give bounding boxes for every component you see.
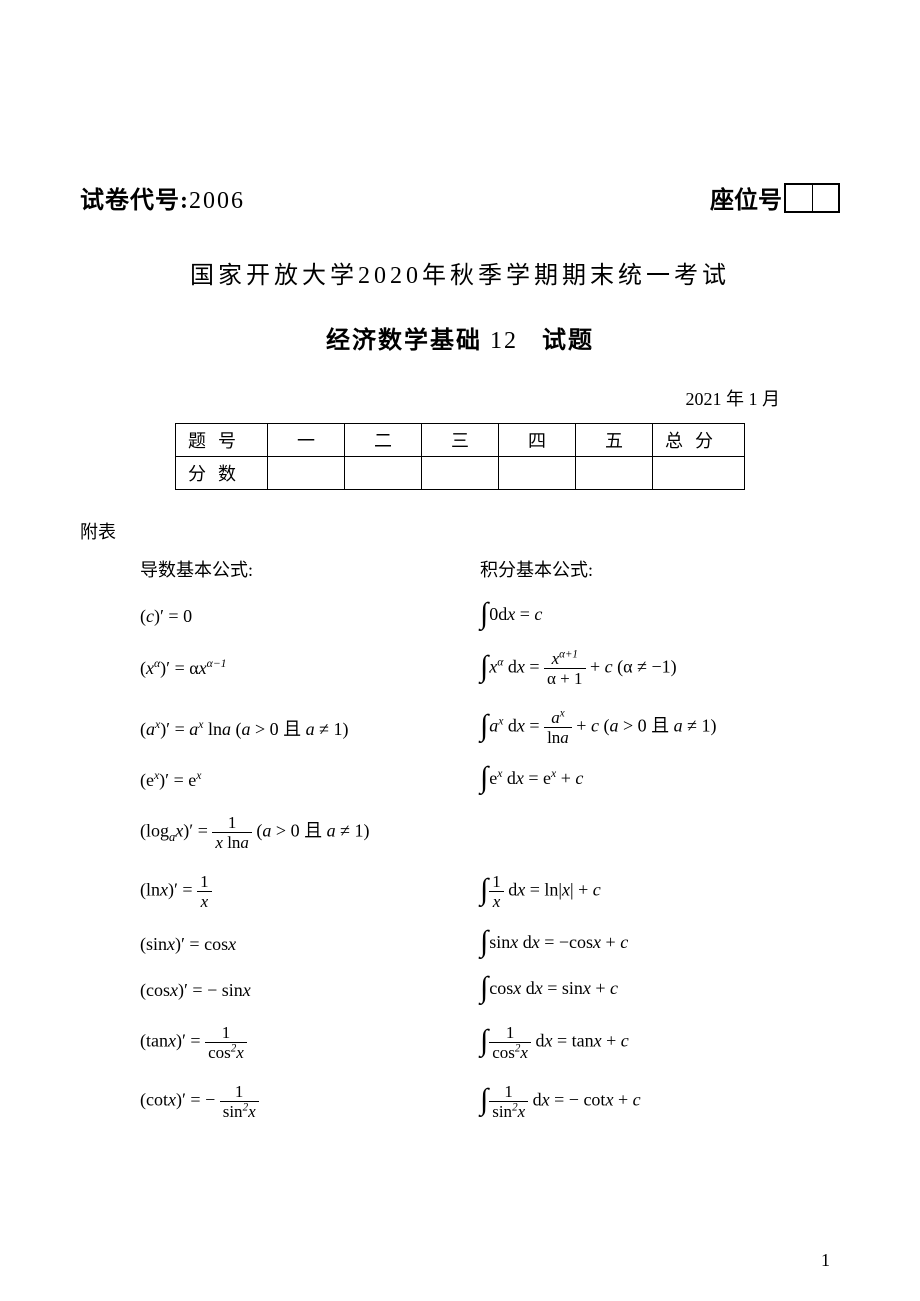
paper-code: 试卷代号:2006 bbox=[80, 180, 245, 215]
row-label: 分数 bbox=[176, 457, 268, 490]
formula-integral-exp-e: ∫ex dx = ex + c bbox=[480, 768, 860, 792]
formula-integral-zero: ∫0dx = c bbox=[480, 604, 860, 628]
seat-number: 座位号 bbox=[710, 180, 840, 215]
score-cell bbox=[268, 457, 345, 490]
formula-derivative-cot: (cotx)′ = − 1sin2x bbox=[140, 1083, 470, 1120]
formula-integral-power: ∫xα dx = xα+1α + 1 + c (α ≠ −1) bbox=[480, 650, 860, 687]
table-row: 题号 一 二 三 四 五 总分 bbox=[176, 424, 745, 457]
col-header: 一 bbox=[268, 424, 345, 457]
total-label: 总分 bbox=[653, 424, 745, 457]
exam-title-line1: 国家开放大学2020年秋季学期期末统一考试 bbox=[80, 255, 840, 290]
paper-code-label: 试卷代号: bbox=[80, 188, 189, 214]
score-cell bbox=[345, 457, 422, 490]
col-header: 四 bbox=[499, 424, 576, 457]
col-header: 二 bbox=[345, 424, 422, 457]
formula-integral-1overx: ∫1x dx = ln|x| + c bbox=[480, 873, 860, 910]
score-cell bbox=[422, 457, 499, 490]
derivative-header: 导数基本公式: bbox=[140, 556, 470, 582]
formula-derivative-sin: (sinx)′ = cosx bbox=[140, 934, 470, 955]
formula-derivative-exp-e: (ex)′ = ex bbox=[140, 770, 470, 791]
seat-box bbox=[784, 183, 840, 213]
seat-label: 座位号 bbox=[710, 180, 782, 215]
formula-derivative-exp-a: (ax)′ = ax lna (a > 0 且 a ≠ 1) bbox=[140, 715, 470, 741]
top-row: 试卷代号:2006 座位号 bbox=[80, 180, 840, 215]
exam-title-line2: 经济数学基础 12 试题 bbox=[80, 320, 840, 355]
exam-date: 2021 年 1 月 bbox=[80, 385, 840, 411]
page-number: 1 bbox=[821, 1250, 830, 1271]
table-row: 分数 bbox=[176, 457, 745, 490]
formula-integral-csc2: ∫1sin2x dx = − cotx + c bbox=[480, 1083, 860, 1120]
score-table: 题号 一 二 三 四 五 总分 分数 bbox=[175, 423, 745, 490]
formula-integral-exp-a: ∫ax dx = axlna + c (a > 0 且 a ≠ 1) bbox=[480, 709, 860, 746]
integral-header: 积分基本公式: bbox=[480, 556, 860, 582]
paper-word: 试题 bbox=[542, 328, 594, 354]
subject-name: 经济数学基础 bbox=[326, 328, 482, 354]
score-cell bbox=[653, 457, 745, 490]
formula-derivative-log-a: (logax)′ = 1x lna (a > 0 且 a ≠ 1) bbox=[140, 814, 470, 851]
exam-page: 试卷代号:2006 座位号 国家开放大学2020年秋季学期期末统一考试 经济数学… bbox=[0, 0, 920, 1301]
formula-derivative-tan: (tanx)′ = 1cos2x bbox=[140, 1024, 470, 1061]
formula-integral-sin: ∫sinx dx = −cosx + c bbox=[480, 932, 860, 956]
formula-grid: 导数基本公式: 积分基本公式: (c)′ = 0 ∫0dx = c (xα)′ … bbox=[140, 556, 840, 1120]
formula-integral-cos: ∫cosx dx = sinx + c bbox=[480, 978, 860, 1002]
appendix-label: 附表 bbox=[80, 518, 840, 544]
formula-derivative-ln: (lnx)′ = 1x bbox=[140, 873, 470, 910]
col-header: 五 bbox=[576, 424, 653, 457]
score-cell bbox=[576, 457, 653, 490]
formula-derivative-constant: (c)′ = 0 bbox=[140, 606, 470, 627]
subject-number: 12 bbox=[490, 328, 518, 354]
formula-derivative-power: (xα)′ = αxα−1 bbox=[140, 658, 470, 679]
formula-integral-sec2: ∫1cos2x dx = tanx + c bbox=[480, 1024, 860, 1061]
col-header: 三 bbox=[422, 424, 499, 457]
row-label: 题号 bbox=[176, 424, 268, 457]
formula-derivative-cos: (cosx)′ = − sinx bbox=[140, 980, 470, 1001]
paper-code-number: 2006 bbox=[189, 188, 245, 214]
score-cell bbox=[499, 457, 576, 490]
